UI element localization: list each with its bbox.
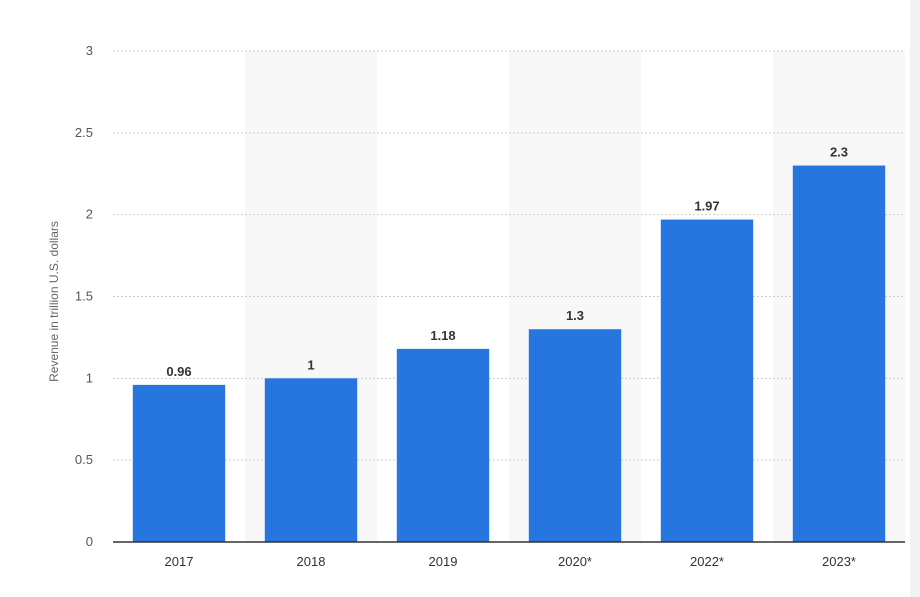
y-tick-label: 2 [86,207,93,222]
y-tick-label: 3 [86,43,93,58]
x-tick-label: 2023* [822,554,856,569]
bar[interactable] [264,378,358,542]
grid-lines [113,50,905,461]
data-label: 1 [307,357,314,372]
y-tick-label: 0.5 [75,452,93,467]
x-tick-label: 2020* [558,554,592,569]
x-tick-label: 2022* [690,554,724,569]
bar[interactable] [132,384,226,542]
data-label: 1.3 [566,308,584,323]
data-label: 0.96 [166,364,191,379]
data-label: 2.3 [830,145,848,160]
y-axis-label: Revenue in trillion U.S. dollars [47,221,61,382]
y-tick-label: 1 [86,370,93,385]
y-axis-ticks: 0 0.5 1 1.5 2 2.5 3 [75,43,93,549]
bar[interactable] [396,348,490,542]
bar[interactable] [792,165,886,543]
x-tick-label: 2018 [297,554,326,569]
x-tick-label: 2019 [429,554,458,569]
bar[interactable] [528,329,622,542]
bar[interactable] [660,219,754,542]
x-axis-ticks: 2017 2018 2019 2020* 2022* 2023* [165,554,856,569]
y-tick-label: 2.5 [75,125,93,140]
data-labels: 0.96 1 1.18 1.3 1.97 2.3 [166,145,848,379]
data-label: 1.18 [430,328,455,343]
y-tick-label: 1.5 [75,289,93,304]
y-tick-label: 0 [86,534,93,549]
data-label: 1.97 [694,199,719,214]
bars [132,165,886,543]
x-tick-label: 2017 [165,554,194,569]
